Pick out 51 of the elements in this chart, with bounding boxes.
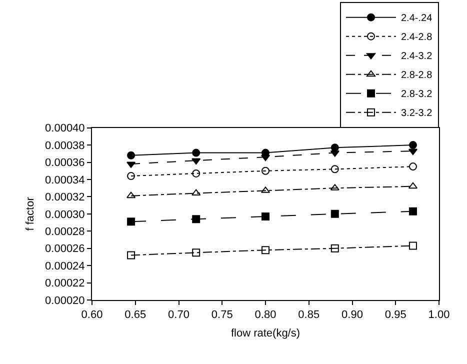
y-tick-label: 0.00026 bbox=[45, 243, 85, 256]
point bbox=[262, 166, 270, 175]
y-tick-label: 0.00032 bbox=[45, 192, 85, 204]
point bbox=[192, 148, 200, 157]
point bbox=[192, 169, 200, 178]
legend-label: 2.8-2.8 bbox=[401, 70, 433, 82]
point bbox=[408, 182, 418, 189]
legend-label: 2.8-3.2 bbox=[401, 89, 433, 100]
legend-label: 3.2-3.2 bbox=[401, 108, 433, 120]
x-tick-label: 0.75 bbox=[211, 309, 233, 322]
point bbox=[262, 246, 270, 254]
point bbox=[408, 207, 417, 216]
point bbox=[127, 172, 136, 180]
point bbox=[127, 151, 136, 160]
y-tick-label: 0.00022 bbox=[45, 278, 85, 290]
point bbox=[408, 242, 417, 250]
point bbox=[408, 148, 418, 156]
y-tick-label: 0.00020 bbox=[45, 294, 85, 307]
y-tick-label: 0.00038 bbox=[45, 140, 85, 152]
legend-label: 2.4-3.2 bbox=[401, 51, 433, 62]
point bbox=[408, 162, 417, 171]
y-tick-label: 0.00040 bbox=[45, 122, 85, 135]
point bbox=[262, 212, 270, 220]
point bbox=[192, 248, 200, 257]
x-tick-label: 0.60 bbox=[81, 309, 103, 322]
x-tick-label: 0.90 bbox=[342, 309, 363, 322]
y-tick-label: 0.00028 bbox=[45, 226, 85, 238]
point bbox=[127, 218, 136, 226]
x-tick-label: 0.65 bbox=[124, 309, 146, 322]
x-tick-label: 1.00 bbox=[428, 309, 450, 322]
x-axis-title: flow rate(kg/s) bbox=[230, 327, 300, 340]
point bbox=[126, 192, 136, 198]
x-tick-label: 0.80 bbox=[254, 309, 276, 322]
point bbox=[408, 141, 417, 150]
y-tick-label: 0.00036 bbox=[45, 157, 85, 170]
legend-label: 2.4-.24 bbox=[401, 13, 433, 24]
point bbox=[192, 215, 200, 224]
point bbox=[330, 244, 339, 252]
x-tick-label: 0.85 bbox=[298, 309, 320, 322]
y-axis-title: f factor bbox=[24, 196, 37, 231]
y-tick-label: 0.00030 bbox=[45, 208, 85, 221]
point bbox=[127, 251, 136, 260]
y-tick-label: 0.00024 bbox=[45, 260, 85, 272]
x-tick-label: 0.70 bbox=[168, 309, 190, 322]
point bbox=[330, 210, 339, 218]
point bbox=[192, 158, 201, 165]
point bbox=[260, 154, 270, 162]
legend-label: 2.4-2.8 bbox=[401, 32, 433, 44]
y-tick-label: 0.00034 bbox=[45, 174, 85, 186]
x-tick-label: 0.95 bbox=[384, 309, 406, 322]
point bbox=[330, 165, 339, 174]
